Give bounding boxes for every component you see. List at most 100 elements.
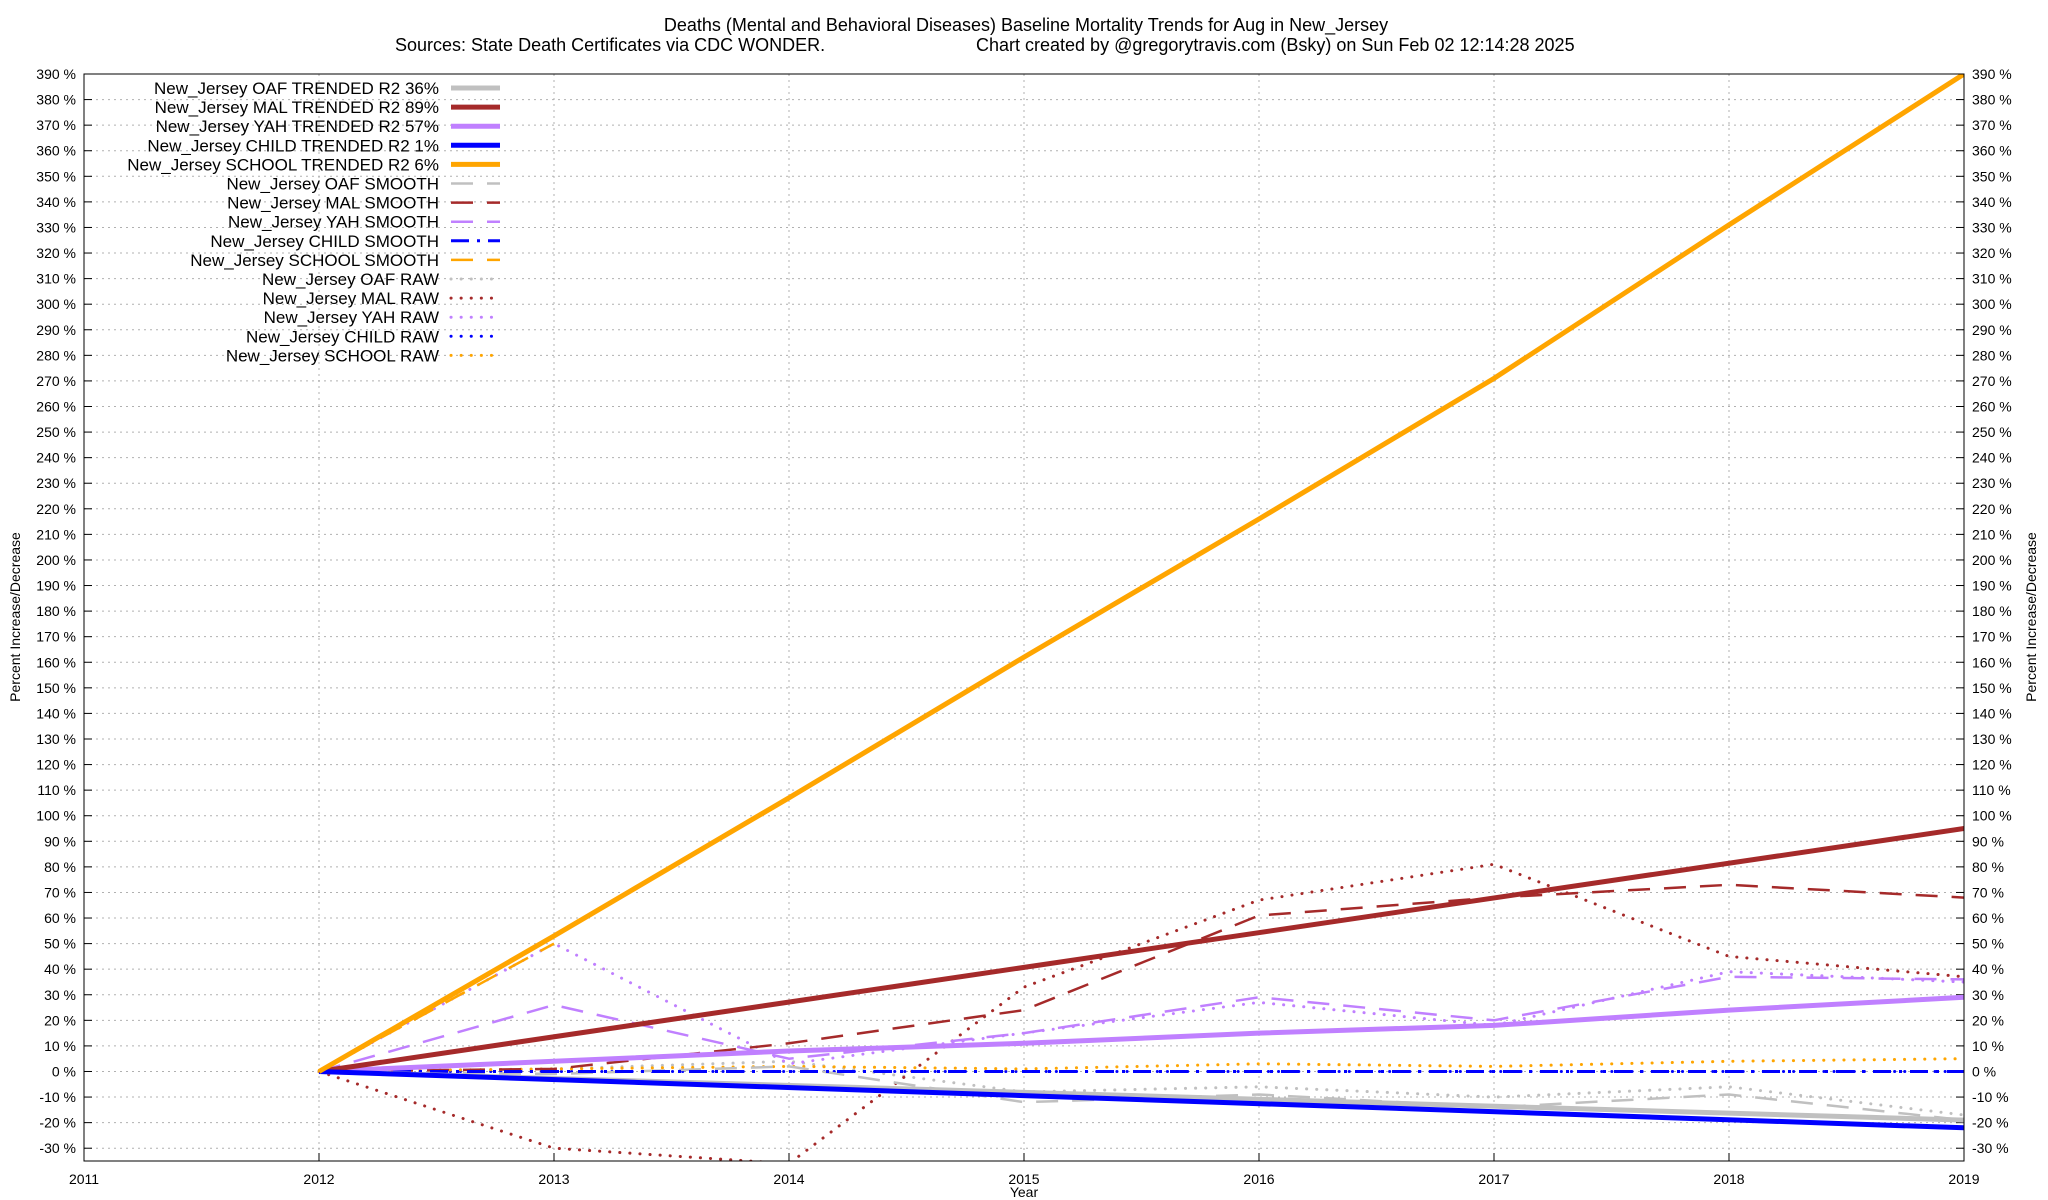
y2-tick-label: -10 % xyxy=(1972,1089,2009,1105)
y2-tick-label: 10 % xyxy=(1972,1038,2004,1054)
series-line-new-jersey-child-trended-r2-1 xyxy=(318,1069,1964,1131)
y-tick-label: 0 % xyxy=(52,1063,76,1079)
y2-tick-label: 230 % xyxy=(1972,475,2012,491)
y2-tick-label: 50 % xyxy=(1972,936,2004,952)
y2-tick-label: 110 % xyxy=(1972,782,2011,798)
y2-tick-label: 20 % xyxy=(1972,1012,2004,1028)
y2-tick-label: 90 % xyxy=(1972,833,2004,849)
y-tick-label: 140 % xyxy=(36,705,76,721)
legend-label: New_Jersey SCHOOL TRENDED R2 6% xyxy=(127,155,439,174)
y2-tick-label: 160 % xyxy=(1972,654,2012,670)
y-tick-label: 330 % xyxy=(36,219,76,235)
y2-tick-label: 200 % xyxy=(1972,552,2012,568)
y2-tick-label: 370 % xyxy=(1972,117,2012,133)
series-line-new-jersey-school-trended-r2-6 xyxy=(317,74,1964,1074)
y-tick-label: 340 % xyxy=(36,194,76,210)
y2-tick-label: 390 % xyxy=(1972,66,2012,82)
x-tick-label: 2012 xyxy=(303,1171,334,1187)
series-line-new-jersey-school-raw xyxy=(317,1057,1964,1073)
y2-tick-label: 290 % xyxy=(1972,322,2012,338)
series-line-new-jersey-oaf-raw xyxy=(317,1059,1964,1117)
y-tick-label: 160 % xyxy=(36,654,76,670)
legend-label: New_Jersey CHILD TRENDED R2 1% xyxy=(147,136,439,155)
y-tick-label: 80 % xyxy=(44,859,76,875)
y2-tick-label: 170 % xyxy=(1972,629,2012,645)
y-tick-label: 300 % xyxy=(36,296,76,312)
y2-tick-label: 130 % xyxy=(1972,731,2012,747)
y-tick-label: 60 % xyxy=(44,910,76,926)
y2-tick-label: 120 % xyxy=(1972,757,2012,773)
series-line-new-jersey-oaf-smooth xyxy=(318,1065,1964,1122)
chart-credit: Chart created by @gregorytravis.com (Bsk… xyxy=(976,35,1575,55)
legend-label: New_Jersey CHILD SMOOTH xyxy=(210,232,439,251)
y-tick-label: 10 % xyxy=(44,1038,76,1054)
chart-title: Deaths (Mental and Behavioral Diseases) … xyxy=(664,15,1388,36)
legend: New_Jersey OAF TRENDED R2 36%New_Jersey … xyxy=(127,79,502,365)
legend-label: New_Jersey MAL RAW xyxy=(263,289,439,308)
plot-frame xyxy=(83,73,1965,1162)
y2-tick-label: 380 % xyxy=(1972,92,2012,108)
y2-tick-label: 330 % xyxy=(1972,219,2012,235)
y2-tick-label: 360 % xyxy=(1972,143,2012,159)
x-tick-label: 2017 xyxy=(1478,1171,1509,1187)
legend-label: New_Jersey YAH RAW xyxy=(264,308,439,327)
y-tick-label: 130 % xyxy=(36,731,76,747)
y-tick-label: 360 % xyxy=(36,143,76,159)
legend-label: New_Jersey SCHOOL RAW xyxy=(226,346,439,365)
y-tick-label: -30 % xyxy=(39,1140,76,1156)
y2-tick-label: 300 % xyxy=(1972,296,2012,312)
x-tick-label: 2014 xyxy=(773,1171,804,1187)
y2-tick-label: 240 % xyxy=(1972,450,2012,466)
y-tick-label: 50 % xyxy=(44,936,76,952)
y2-tick-label: 180 % xyxy=(1972,603,2012,619)
y-tick-label: 380 % xyxy=(36,92,76,108)
plot-series xyxy=(317,74,1964,1161)
y2-tick-label: 210 % xyxy=(1972,526,2012,542)
y-tick-label: 220 % xyxy=(36,501,76,517)
y-tick-label: 260 % xyxy=(36,398,76,414)
y-tick-label: 190 % xyxy=(36,578,76,594)
series-line-new-jersey-mal-trended-r2-89 xyxy=(318,826,1964,1074)
y-tick-label: 320 % xyxy=(36,245,76,261)
y2-tick-label: 350 % xyxy=(1972,168,2012,184)
series-line-new-jersey-mal-raw xyxy=(317,862,1964,1161)
x-tick-label: 2018 xyxy=(1713,1171,1744,1187)
y2-tick-label: 340 % xyxy=(1972,194,2012,210)
y2-tick-label: -30 % xyxy=(1972,1140,2009,1156)
legend-label: New_Jersey OAF RAW xyxy=(262,270,439,289)
y-tick-label: 90 % xyxy=(44,833,76,849)
y2-tick-label: 320 % xyxy=(1972,245,2012,261)
legend-label: New_Jersey MAL SMOOTH xyxy=(227,194,439,213)
y2-tick-label: 260 % xyxy=(1972,398,2012,414)
y2-tick-label: 40 % xyxy=(1972,961,2004,977)
y-tick-label: 270 % xyxy=(36,373,76,389)
y-tick-label: 290 % xyxy=(36,322,76,338)
series-line-new-jersey-yah-trended-r2-57 xyxy=(318,994,1964,1074)
x-axis-title: Year xyxy=(1010,1184,1039,1200)
y-tick-label: 20 % xyxy=(44,1012,76,1028)
y-tick-label: 150 % xyxy=(36,680,76,696)
y-tick-label: 280 % xyxy=(36,347,76,363)
y2-tick-label: 280 % xyxy=(1972,347,2012,363)
x-tick-label: 2019 xyxy=(1948,1171,1979,1187)
y2-tick-label: 100 % xyxy=(1972,808,2012,824)
y-tick-label: 370 % xyxy=(36,117,76,133)
axis-ticks: -30 % -30 % -20 % -20 % -10 % -10 % 0 % 0 % 10 %… xyxy=(36,66,2011,1187)
series-line-new-jersey-mal-smooth xyxy=(318,883,1964,1073)
y2-axis-title: Percent Increase/Decrease xyxy=(2023,532,2039,702)
series-line-new-jersey-yah-smooth xyxy=(318,975,1964,1073)
y2-tick-label: 140 % xyxy=(1972,705,2012,721)
y2-tick-label: 30 % xyxy=(1972,987,2004,1003)
y2-tick-label: 60 % xyxy=(1972,910,2004,926)
y2-tick-label: 70 % xyxy=(1972,884,2004,900)
y-tick-label: 170 % xyxy=(36,629,76,645)
x-tick-label: 2011 xyxy=(69,1171,99,1187)
y2-tick-label: -20 % xyxy=(1972,1115,2009,1131)
y-tick-label: -10 % xyxy=(39,1089,76,1105)
y-tick-label: 100 % xyxy=(36,808,76,824)
x-tick-label: 2016 xyxy=(1243,1171,1274,1187)
y2-tick-label: 190 % xyxy=(1972,578,2012,594)
y-tick-label: 110 % xyxy=(37,782,76,798)
y-tick-label: 30 % xyxy=(44,987,76,1003)
